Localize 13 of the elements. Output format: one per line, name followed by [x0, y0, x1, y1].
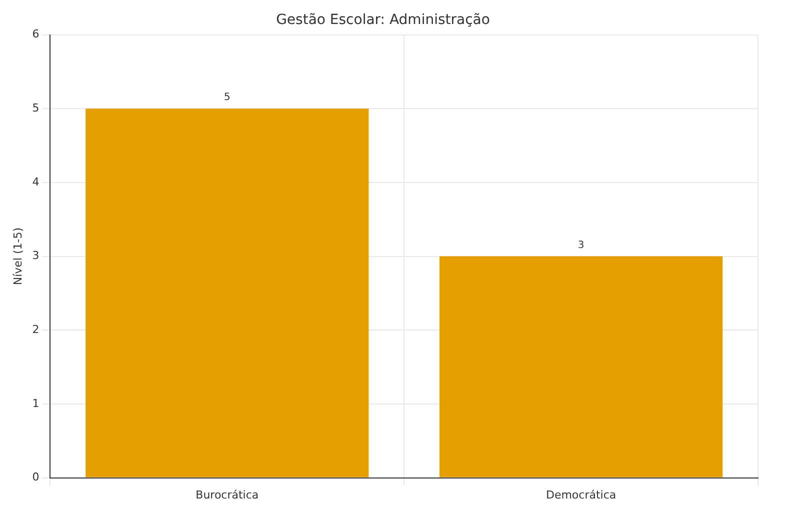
x-tick-label: Burocrática [196, 488, 259, 502]
y-tick-label: 4 [32, 175, 40, 188]
y-tick-label: 5 [32, 101, 40, 114]
y-tick-label: 6 [32, 28, 40, 41]
data-label: 5 [224, 92, 230, 104]
x-tick-label: Democrática [546, 488, 616, 502]
y-tick-label: 0 [32, 470, 40, 484]
y-tick-label: 3 [32, 249, 40, 262]
y-tick-label: 2 [32, 322, 40, 336]
y-tick-label: 1 [32, 396, 40, 410]
y-axis-title: Nível (1-5) [11, 227, 24, 286]
chart-title: Gestão Escolar: Administração [276, 12, 490, 28]
data-label: 3 [578, 240, 584, 251]
